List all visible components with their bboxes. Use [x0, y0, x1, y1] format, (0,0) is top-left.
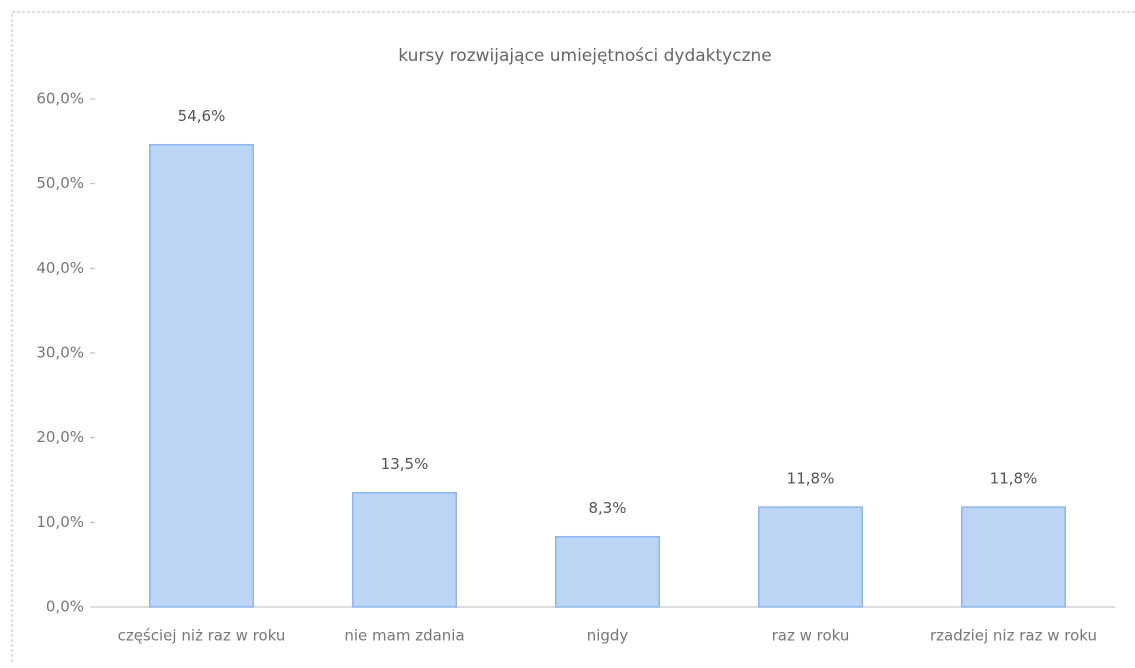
bar: [351, 491, 458, 608]
value-label: 54,6%: [178, 107, 226, 125]
x-tick-label: raz w roku: [772, 627, 850, 645]
y-tick-label: 10,0%: [36, 513, 84, 531]
bar: [757, 506, 864, 608]
value-label: 11,8%: [990, 470, 1038, 488]
x-tick-label: rzadziej niz raz w roku: [930, 627, 1097, 645]
x-tick-label: nie mam zdania: [344, 627, 464, 645]
x-tick-label: częściej niż raz w roku: [118, 627, 286, 645]
y-tick-label: 50,0%: [36, 174, 84, 192]
bar: [554, 535, 661, 608]
bar: [960, 506, 1067, 608]
y-tick-label: 40,0%: [36, 259, 84, 277]
bar: [148, 143, 255, 608]
chart-title: kursy rozwijające umiejętności dydaktycz…: [398, 46, 771, 66]
chart-frame: [11, 11, 1135, 668]
x-tick-label: nigdy: [587, 627, 629, 645]
y-tick-label: 0,0%: [46, 598, 84, 616]
y-tick-label: 20,0%: [36, 428, 84, 446]
y-tick-label: 60,0%: [36, 90, 84, 108]
value-label: 11,8%: [787, 470, 835, 488]
value-label: 13,5%: [381, 455, 429, 473]
value-label: 8,3%: [588, 499, 626, 517]
y-tick-label: 30,0%: [36, 344, 84, 362]
